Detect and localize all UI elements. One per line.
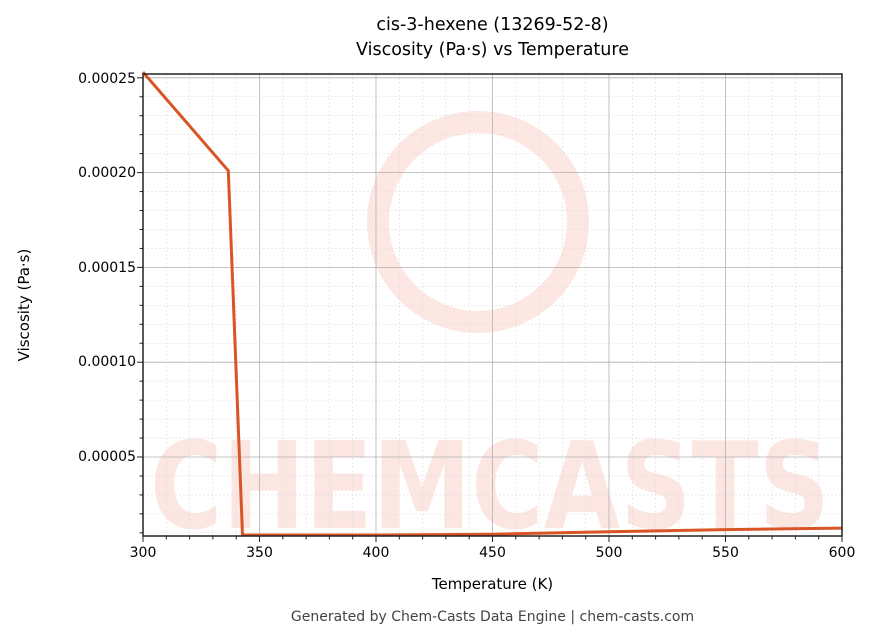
footer-credit: Generated by Chem-Casts Data Engine | ch… bbox=[290, 609, 695, 625]
y-tick-label: 0.00010 bbox=[78, 354, 136, 370]
x-tick-label: 450 bbox=[479, 545, 506, 561]
x-tick-label: 400 bbox=[362, 545, 390, 561]
chart-title-line2: Viscosity (Pa·s) vs Temperature bbox=[356, 40, 629, 60]
grid bbox=[142, 74, 843, 536]
chart-title-line1: cis-3-hexene (13269-52-8) bbox=[376, 15, 609, 35]
watermark: CHEMCASTS bbox=[150, 111, 830, 557]
y-tick-label: 0.00020 bbox=[78, 165, 136, 181]
x-tick-label: 300 bbox=[129, 545, 157, 561]
y-tick-label: 0.00025 bbox=[78, 71, 136, 87]
x-tick-label: 600 bbox=[828, 545, 856, 561]
tick-marks bbox=[137, 77, 843, 542]
x-tick-label: 350 bbox=[246, 545, 273, 561]
x-tick-label: 550 bbox=[712, 545, 739, 561]
x-tick-label: 500 bbox=[595, 545, 623, 561]
y-tick-label: 0.00015 bbox=[78, 260, 136, 276]
y-tick-label: 0.00005 bbox=[78, 449, 136, 465]
y-axis-label: Viscosity (Pa·s) bbox=[15, 248, 33, 362]
data-line bbox=[141, 71, 843, 537]
x-axis-label: Temperature (K) bbox=[431, 575, 554, 593]
